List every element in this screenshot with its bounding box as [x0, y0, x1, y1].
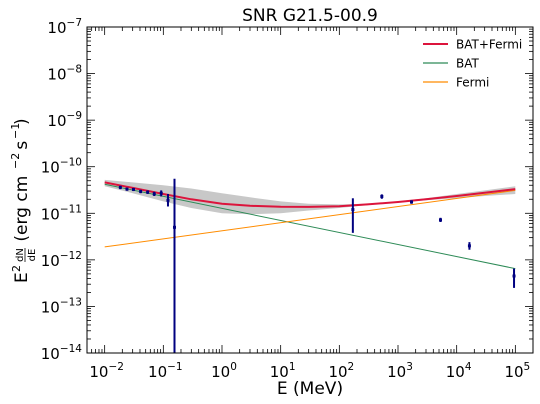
data-marker [172, 225, 176, 229]
data-marker [131, 187, 135, 191]
data-point [438, 217, 442, 222]
data-marker [166, 198, 170, 202]
data-point [139, 189, 143, 194]
y-label-exp2: 2 [10, 265, 23, 272]
legend-label: BAT [456, 57, 480, 71]
y-tick-label: 10−10 [41, 157, 82, 177]
data-point [166, 193, 170, 207]
legend-label: BAT+Fermi [456, 38, 522, 52]
data-points-layer [118, 178, 516, 353]
y-tick-label: 10−13 [41, 296, 82, 316]
x-tick-label: 105 [504, 361, 530, 381]
y-tick-label: 10−12 [41, 250, 82, 270]
y-tick-label: 10−7 [47, 17, 82, 37]
series-line-bat [104, 183, 516, 270]
x-axis-label: E (MeV) [277, 379, 343, 399]
y-tick-label: 10−14 [41, 343, 83, 363]
series-line-fermi [104, 189, 516, 248]
data-marker [351, 208, 355, 212]
data-point [152, 191, 156, 197]
data-point [131, 187, 135, 192]
data-marker [118, 185, 122, 189]
data-marker [512, 274, 516, 278]
data-marker [139, 189, 143, 193]
series-layer [104, 181, 516, 270]
data-marker [410, 200, 414, 204]
data-point [159, 190, 163, 197]
x-tick-label: 10−2 [89, 361, 124, 381]
data-marker [159, 191, 163, 195]
y-label-exp-m1: −1 [9, 123, 22, 139]
y-tick-label: 10−8 [47, 64, 82, 84]
legend: BAT+Fermi BAT Fermi [423, 38, 522, 90]
x-tick-label: 104 [446, 361, 472, 381]
legend-label: Fermi [456, 76, 489, 90]
data-point [146, 190, 150, 194]
data-marker [146, 190, 150, 194]
y-tick-label: 10−9 [47, 110, 82, 130]
data-marker [380, 194, 384, 198]
y-label-frac-num: dN [15, 248, 26, 262]
data-point [118, 185, 122, 190]
plot-frame [86, 26, 534, 354]
data-point [410, 200, 414, 204]
x-tick-label: 10−1 [148, 361, 183, 381]
x-tick-label: 100 [211, 361, 237, 381]
x-tick-label: 101 [270, 361, 296, 381]
data-marker [152, 192, 156, 196]
chart-title: SNR G21.5-00.9 [242, 6, 378, 26]
data-point [125, 187, 129, 191]
data-point [380, 194, 384, 199]
x-tick-label: 103 [387, 361, 413, 381]
y-label-unit-mid: s [12, 141, 32, 155]
data-point [467, 242, 471, 250]
series-line-bat-fermi [104, 181, 516, 208]
y-label-prefix: E [12, 272, 32, 283]
y-label-frac-den: dE [27, 249, 38, 262]
y-label-unit-close: ) [12, 118, 32, 125]
legend-entry-bat-fermi: BAT+Fermi [423, 38, 522, 52]
data-point [172, 178, 176, 353]
data-marker [438, 218, 442, 222]
x-tick-label: 102 [328, 361, 354, 381]
data-point [512, 268, 516, 288]
y-label-unit-open: (erg cm [12, 176, 32, 247]
data-marker [467, 244, 471, 248]
data-marker [125, 187, 129, 191]
y-axis-label: E 2 dN dE (erg cm −2 s −1 ) [9, 118, 38, 283]
y-tick-label: 10−11 [41, 203, 82, 223]
data-point [351, 198, 355, 233]
legend-entry-bat: BAT [423, 57, 480, 71]
legend-entry-fermi: Fermi [423, 76, 489, 90]
y-label-exp-m2: −2 [9, 153, 22, 169]
axis-ticks-layer: 10−2 10−1 100 101 102 103 104 105 10−14 10−13 10−1… [41, 17, 533, 381]
